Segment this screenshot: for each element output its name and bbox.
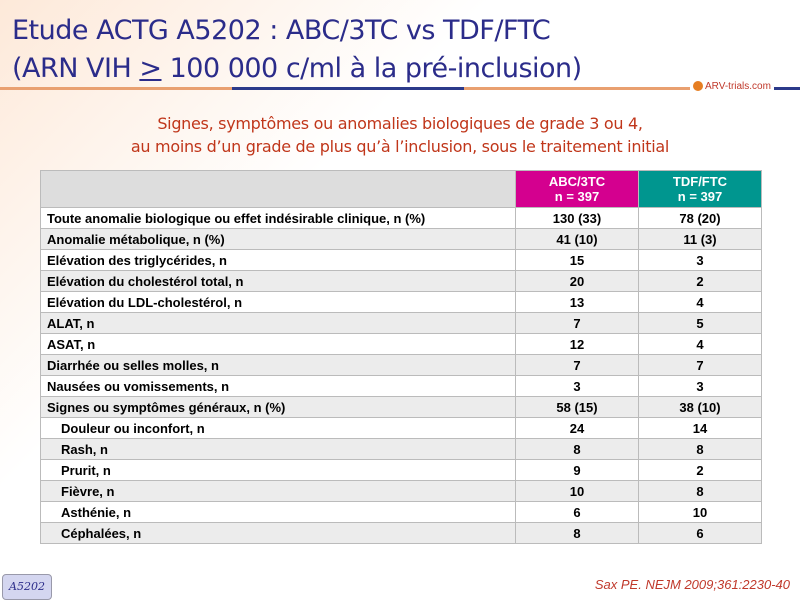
- table-row: Douleur ou inconfort, n 24 14: [40, 417, 762, 439]
- slide-title: Etude ACTG A5202 : ABC/3TC vs TDF/FTC (A…: [12, 12, 582, 88]
- abc-3tc-value: 10: [515, 480, 639, 502]
- abc-3tc-value: 8: [515, 438, 639, 460]
- row-label: Prurit, n: [40, 459, 516, 481]
- row-label: Signes ou symptômes généraux, n (%): [40, 396, 516, 418]
- adverse-events-table: ABC/3TC n = 397 TDF/FTC n = 397 Toute anom…: [40, 170, 762, 544]
- tdf-ftc-value: 11 (3): [638, 228, 762, 250]
- abc-3tc-value: 6: [515, 501, 639, 523]
- title-divider: [0, 87, 800, 90]
- subtitle-line-2: au moins d’un grade de plus qu’à l’inclu…: [130, 137, 670, 156]
- row-label: Asthénie, n: [40, 501, 516, 523]
- row-label: Elévation du LDL-cholestérol, n: [40, 291, 516, 313]
- table-row: Elévation du cholestérol total, n 20 2: [40, 270, 762, 292]
- tdf-ftc-value: 3: [638, 249, 762, 271]
- greater-equal-sign: >: [139, 53, 162, 84]
- table-row: Asthénie, n 6 10: [40, 501, 762, 523]
- table-row: Toute anomalie biologique ou effet indés…: [40, 207, 762, 229]
- tdf-ftc-value: 6: [638, 522, 762, 544]
- row-label: Anomalie métabolique, n (%): [40, 228, 516, 250]
- row-label: Diarrhée ou selles molles, n: [40, 354, 516, 376]
- table-row: ASAT, n 12 4: [40, 333, 762, 355]
- table-row: Fièvre, n 10 8: [40, 480, 762, 502]
- tdf-ftc-value: 78 (20): [638, 207, 762, 229]
- row-label: ALAT, n: [40, 312, 516, 334]
- abc-3tc-value: 12: [515, 333, 639, 355]
- tdf-ftc-value: 14: [638, 417, 762, 439]
- abc-3tc-value: 3: [515, 375, 639, 397]
- title-text: (ARN VIH: [12, 53, 140, 84]
- subtitle-line-1: Signes, symptômes ou anomalies biologiqu…: [157, 114, 643, 133]
- abc-3tc-value: 13: [515, 291, 639, 313]
- reference: Sax PE. NEJM 2009;361:2230-40: [594, 577, 790, 592]
- tdf-ftc-value: 2: [638, 270, 762, 292]
- tdf-ftc-value: 8: [638, 438, 762, 460]
- header-blank: [40, 170, 516, 208]
- row-label: Nausées ou vomissements, n: [40, 375, 516, 397]
- row-label: Elévation des triglycérides, n: [40, 249, 516, 271]
- title-line-1: Etude ACTG A5202 : ABC/3TC vs TDF/FTC: [12, 15, 551, 46]
- arv-trials-logo: ARV-trials.com: [690, 80, 774, 93]
- abc-3tc-value: 41 (10): [515, 228, 639, 250]
- abc-3tc-value: 7: [515, 312, 639, 334]
- header-n: n = 397: [677, 189, 723, 204]
- tdf-ftc-value: 8: [638, 480, 762, 502]
- abc-3tc-value: 24: [515, 417, 639, 439]
- logo-icon: [693, 81, 703, 92]
- tdf-ftc-value: 3: [638, 375, 762, 397]
- study-badge: A5202: [2, 574, 52, 600]
- header-tdf-ftc: TDF/FTC n = 397: [638, 170, 762, 208]
- logo-text: ARV-trials.com: [705, 81, 771, 92]
- tdf-ftc-value: 4: [638, 291, 762, 313]
- tdf-ftc-value: 38 (10): [638, 396, 762, 418]
- table-row: Elévation des triglycérides, n 15 3: [40, 249, 762, 271]
- abc-3tc-value: 8: [515, 522, 639, 544]
- abc-3tc-value: 20: [515, 270, 639, 292]
- abc-3tc-value: 15: [515, 249, 639, 271]
- row-label: Céphalées, n: [40, 522, 516, 544]
- row-label: Rash, n: [40, 438, 516, 460]
- tdf-ftc-value: 2: [638, 459, 762, 481]
- title-line-2: (ARN VIH > 100 000 c/ml à la pré-inclusi…: [12, 50, 582, 88]
- abc-3tc-value: 9: [515, 459, 639, 481]
- tdf-ftc-value: 4: [638, 333, 762, 355]
- table-row: Signes ou symptômes généraux, n (%) 58 (1…: [40, 396, 762, 418]
- subtitle: Signes, symptômes ou anomalies biologiqu…: [0, 112, 800, 158]
- row-label: Douleur ou inconfort, n: [40, 417, 516, 439]
- row-label: ASAT, n: [40, 333, 516, 355]
- row-label: Elévation du cholestérol total, n: [40, 270, 516, 292]
- row-label: Toute anomalie biologique ou effet indés…: [40, 207, 516, 229]
- abc-3tc-value: 130 (33): [515, 207, 639, 229]
- abc-3tc-value: 7: [515, 354, 639, 376]
- table-row: Anomalie métabolique, n (%) 41 (10) 11 (3): [40, 228, 762, 250]
- row-label: Fièvre, n: [40, 480, 516, 502]
- header-label: ABC/3TC: [548, 174, 606, 189]
- tdf-ftc-value: 7: [638, 354, 762, 376]
- tdf-ftc-value: 5: [638, 312, 762, 334]
- header-abc-3tc: ABC/3TC n = 397: [515, 170, 639, 208]
- header-n: n = 397: [554, 189, 600, 204]
- abc-3tc-value: 58 (15): [515, 396, 639, 418]
- tdf-ftc-value: 10: [638, 501, 762, 523]
- table-row: Elévation du LDL-cholestérol, n 13 4: [40, 291, 762, 313]
- title-text: 100 000 c/ml à la pré-inclusion): [161, 53, 583, 84]
- header-label: TDF/FTC: [672, 174, 728, 189]
